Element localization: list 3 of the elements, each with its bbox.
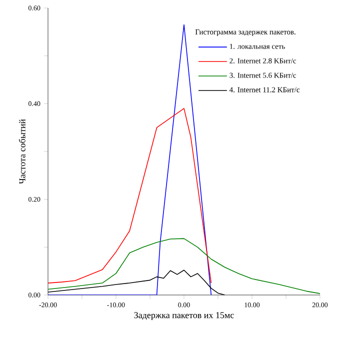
y-axis-title: Частота событий xyxy=(18,119,26,184)
x-axis-title: Задержка пакетов их 15мс xyxy=(134,312,234,320)
line-series xyxy=(48,108,212,284)
